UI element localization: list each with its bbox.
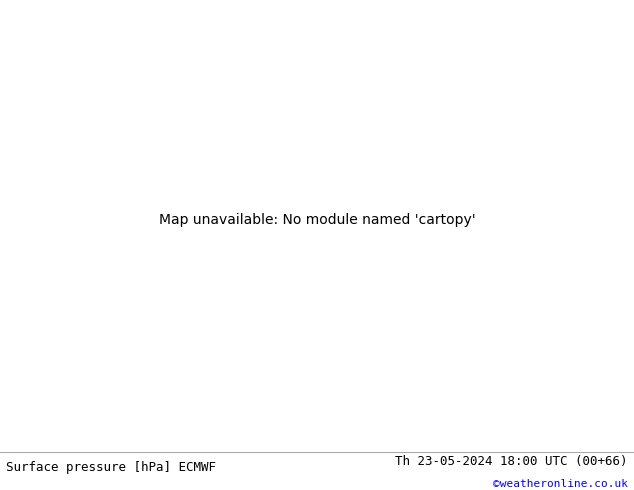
Text: Map unavailable: No module named 'cartopy': Map unavailable: No module named 'cartop… <box>158 213 476 227</box>
Text: ©weatheronline.co.uk: ©weatheronline.co.uk <box>493 479 628 489</box>
Text: Surface pressure [hPa] ECMWF: Surface pressure [hPa] ECMWF <box>6 461 216 474</box>
Text: Th 23-05-2024 18:00 UTC (00+66): Th 23-05-2024 18:00 UTC (00+66) <box>395 455 628 468</box>
